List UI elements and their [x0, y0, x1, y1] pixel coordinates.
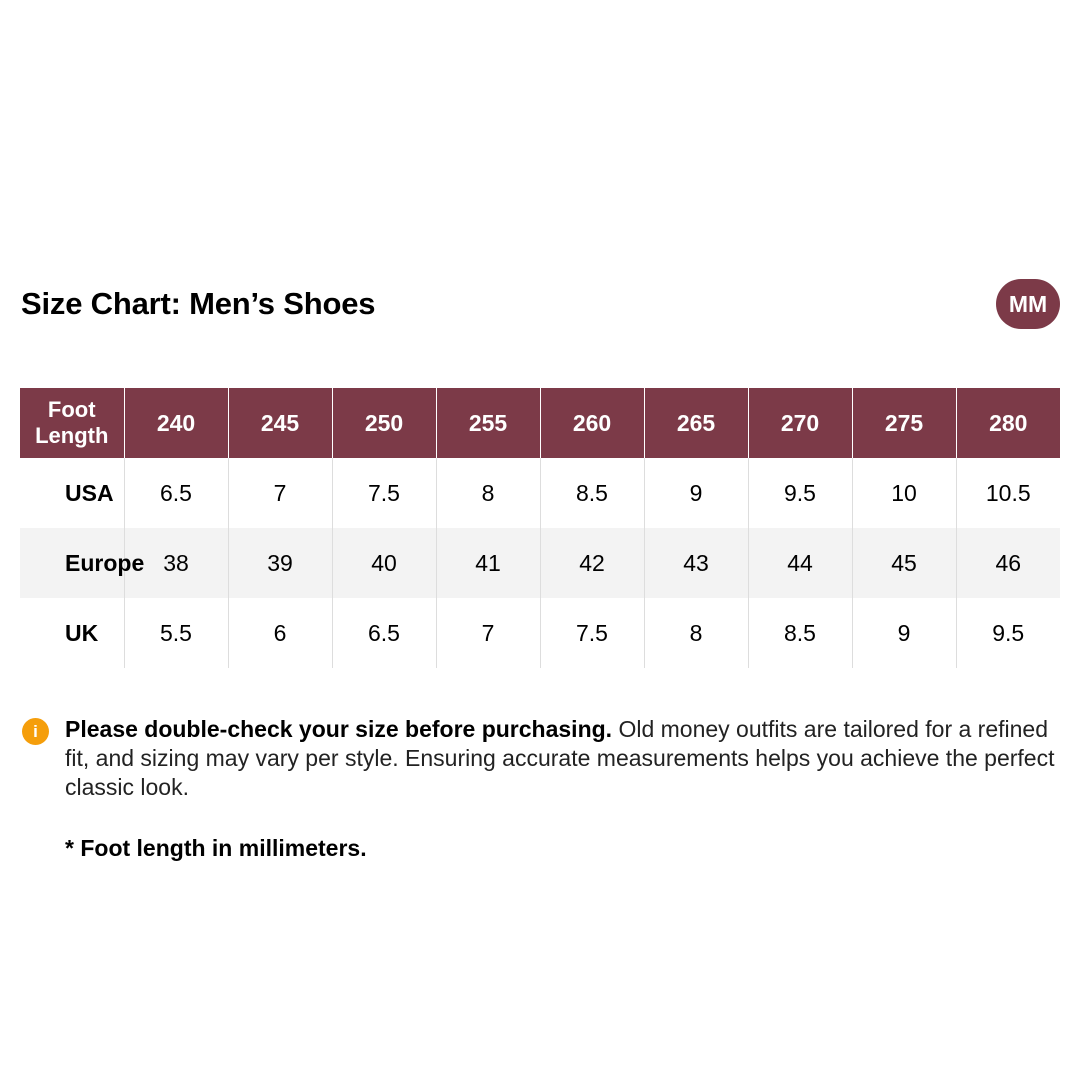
column-header: 245	[227, 388, 332, 458]
row-label: Europe	[20, 528, 144, 598]
table-cell: 41	[435, 528, 540, 598]
table-cell: 7.5	[331, 458, 436, 528]
info-icon: i	[22, 718, 49, 745]
table-cell: 10	[851, 458, 956, 528]
note-text: Please double-check your size before pur…	[65, 715, 1060, 802]
column-header: 240	[123, 388, 228, 458]
table-cell: 9	[643, 458, 748, 528]
table-cell: 40	[331, 528, 436, 598]
table-row-uk: UK 5.5 6 6.5 7 7.5 8 8.5 9 9.5	[20, 598, 1060, 668]
unit-badge: MM	[996, 279, 1060, 329]
table-cell: 9	[851, 598, 956, 668]
table-cell: 8	[643, 598, 748, 668]
table-cell: 6.5	[123, 458, 228, 528]
page-title: Size Chart: Men’s Shoes	[21, 286, 376, 321]
table-cell: 9.5	[747, 458, 852, 528]
column-header: 255	[435, 388, 540, 458]
table-cell: 42	[539, 528, 644, 598]
table-cell: 43	[643, 528, 748, 598]
table-cell: 7	[227, 458, 332, 528]
table-cell: 5.5	[123, 598, 228, 668]
column-header: 270	[747, 388, 852, 458]
note-bold-text: Please double-check your size before pur…	[65, 716, 613, 742]
table-cell: 44	[747, 528, 852, 598]
column-header: 275	[851, 388, 956, 458]
column-header: 265	[643, 388, 748, 458]
table-cell: 8.5	[747, 598, 852, 668]
row-label: UK	[65, 619, 99, 646]
table-cell: 39	[227, 528, 332, 598]
table-cell: 9.5	[955, 598, 1060, 668]
table-cell: 10.5	[955, 458, 1060, 528]
table-cell: 6	[227, 598, 332, 668]
table-row-europe: Europe 38 39 40 41 42 43 44 45 46	[20, 528, 1060, 598]
table-header-row: Foot Length 240 245 250 255 260 265 270 …	[20, 388, 1060, 458]
note-body-text: Old money outfits are tailored for a ref…	[65, 716, 1055, 800]
footnote: * Foot length in millimeters.	[65, 835, 367, 861]
size-table: Foot Length 240 245 250 255 260 265 270 …	[20, 388, 1060, 668]
table-cell: 8.5	[539, 458, 644, 528]
table-row-usa: USA 6.5 7 7.5 8 8.5 9 9.5 10 10.5	[20, 458, 1060, 528]
table-cell: 8	[435, 458, 540, 528]
table-cell: 7	[435, 598, 540, 668]
table-cell: 45	[851, 528, 956, 598]
column-header: 260	[539, 388, 644, 458]
table-cell: 7.5	[539, 598, 644, 668]
column-header: 280	[955, 388, 1060, 458]
table-cell: 6.5	[331, 598, 436, 668]
table-cell: 38	[123, 528, 228, 598]
row-label: USA	[65, 479, 114, 506]
table-cell: 46	[955, 528, 1060, 598]
column-header-label: Foot Length	[20, 388, 124, 458]
column-header: 250	[331, 388, 436, 458]
